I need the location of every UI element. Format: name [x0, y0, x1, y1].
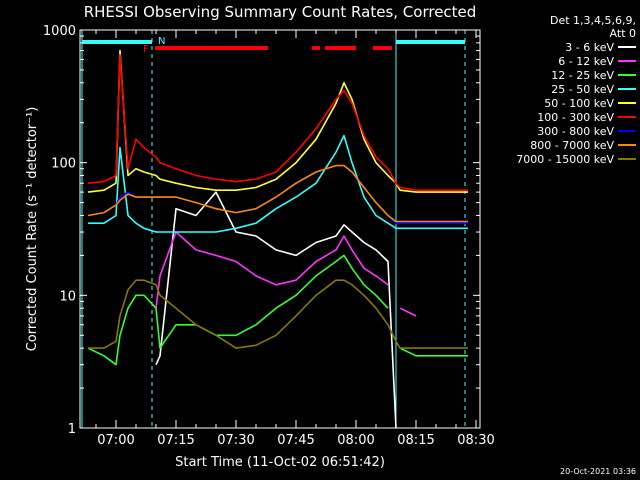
x-tick-label: 08:00: [337, 433, 374, 448]
y-tick-label: 1000: [43, 24, 76, 39]
x-tick-label: 07:00: [97, 433, 134, 448]
y-tick-label: 10: [59, 289, 76, 304]
plot-frame: [79, 29, 481, 429]
legend-label: 6 - 12 keV: [558, 55, 614, 68]
legend-header-line-2: Att 0: [610, 27, 636, 40]
legend-label: 300 - 800 keV: [537, 125, 614, 138]
series-line-8: [87, 164, 468, 223]
x-tick-label: 08:15: [397, 433, 434, 448]
x-tick-label: 08:30: [457, 433, 494, 448]
x-axis: 07:00 07:15 07:30 07:45 08:00 08:15 08:30: [95, 30, 495, 448]
series-line-2: [155, 231, 417, 317]
flare-flag-label: F: [143, 44, 149, 55]
series-line-1: [155, 191, 397, 429]
flag-lines: F N: [81, 30, 466, 428]
x-tick-label: 07:30: [217, 433, 254, 448]
legend-label: 12 - 25 keV: [551, 69, 614, 82]
x-tick-label: 07:45: [277, 433, 314, 448]
legend-label: 25 - 50 keV: [551, 83, 614, 96]
chart-title: RHESSI Observing Summary Count Rates, Co…: [84, 3, 477, 21]
y-tick-label: 1: [68, 422, 76, 437]
x-axis-label: Start Time (11-Oct-02 06:51:42): [175, 455, 385, 470]
timestamp: 20-Oct-2021 03:36: [560, 467, 636, 476]
series-line-7: [87, 164, 468, 224]
series-line-9: [88, 279, 468, 349]
y-axis: 1 10 100 1000: [43, 24, 480, 437]
legend-label: 7000 - 15000 keV: [516, 153, 614, 166]
series-layer: [87, 49, 468, 429]
night-flag-label: N: [158, 36, 165, 47]
y-tick-label: 100: [51, 157, 76, 172]
x-tick-label: 07:15: [157, 433, 194, 448]
legend-label: 800 - 7000 keV: [530, 139, 614, 152]
legend-label: 50 - 100 keV: [544, 97, 614, 110]
legend-header-line-1: Det 1,3,4,5,6,9,: [550, 14, 636, 27]
y-axis-label: Corrected Count Rate (s⁻¹ detector⁻¹): [25, 107, 40, 352]
series-line-6: [87, 54, 468, 191]
legend-label: 3 - 6 keV: [565, 41, 614, 54]
series-line-4: [88, 134, 468, 233]
legend-label: 100 - 300 keV: [537, 111, 614, 124]
